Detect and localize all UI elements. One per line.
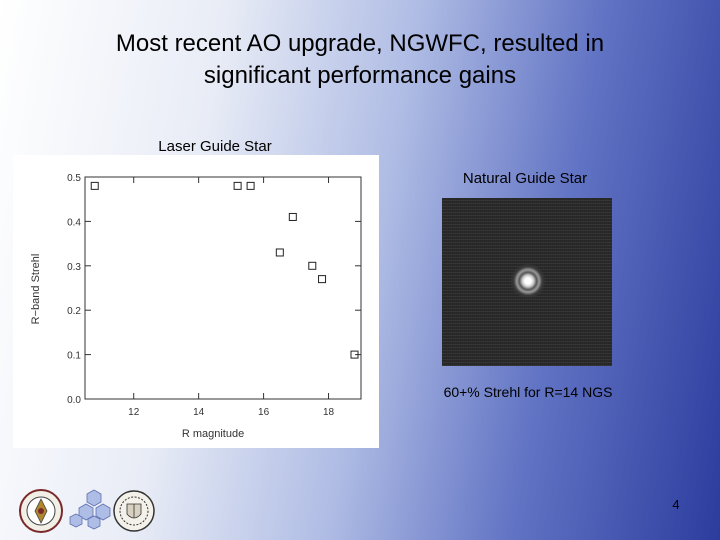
laser-guide-star-label: Laser Guide Star: [158, 138, 272, 155]
y-tick-label: 0.0: [67, 395, 81, 406]
natural-guide-star-image: [442, 198, 612, 366]
strehl-plot-panel: 12 14 16 18 0.0 0.1 0.2 0.3 0.4 0.5 R magnitude …: [13, 155, 379, 448]
x-tick-label: 18: [323, 407, 335, 418]
data-point: [246, 181, 255, 190]
university-seal-icon: [19, 489, 63, 533]
title-line-1: Most recent AO upgrade, NGWFC, resulted …: [115, 30, 605, 57]
y-axis-label: R−band Strehl: [30, 254, 42, 325]
x-ticks: 12 14 16 18: [128, 177, 335, 418]
y-tick-label: 0.4: [67, 217, 81, 228]
data-point: [288, 212, 297, 221]
data-point: [233, 181, 242, 190]
slide-title: Most recent AO upgrade, NGWFC, resulted …: [40, 28, 680, 92]
y-ticks: 0.0 0.1 0.2 0.3 0.4 0.5: [67, 173, 361, 406]
x-tick-label: 12: [128, 407, 140, 418]
title-line-2: significant performance gains: [203, 62, 517, 89]
data-point: [308, 261, 317, 270]
data-point: [350, 350, 359, 359]
page-number: 4: [672, 497, 680, 512]
hexagon-mirror-icon: [69, 489, 111, 530]
natural-guide-star-label: Natural Guide Star: [462, 170, 588, 187]
x-axis-label: R magnitude: [182, 428, 244, 440]
data-points: [90, 181, 359, 359]
x-tick-label: 16: [258, 407, 270, 418]
data-point: [318, 275, 327, 284]
institution-crest-icon: [113, 490, 155, 532]
x-tick-label: 14: [193, 407, 205, 418]
strehl-scatter-chart: 12 14 16 18 0.00.10.20.30.40.5 R magnitude …: [30, 173, 362, 440]
guide-star-psf: [510, 263, 546, 299]
y-tick-label: 0.2: [67, 306, 81, 317]
plot-border: [84, 176, 362, 400]
data-point: [90, 181, 99, 190]
y-tick-label: 0.1: [67, 351, 81, 362]
y-tick-label: 0.3: [67, 262, 81, 273]
strehl-caption: 60+% Strehl for R=14 NGS: [443, 384, 613, 400]
plot-frame: [84, 176, 362, 400]
data-point: [275, 248, 284, 257]
y-tick-label: 0.5: [67, 173, 81, 184]
